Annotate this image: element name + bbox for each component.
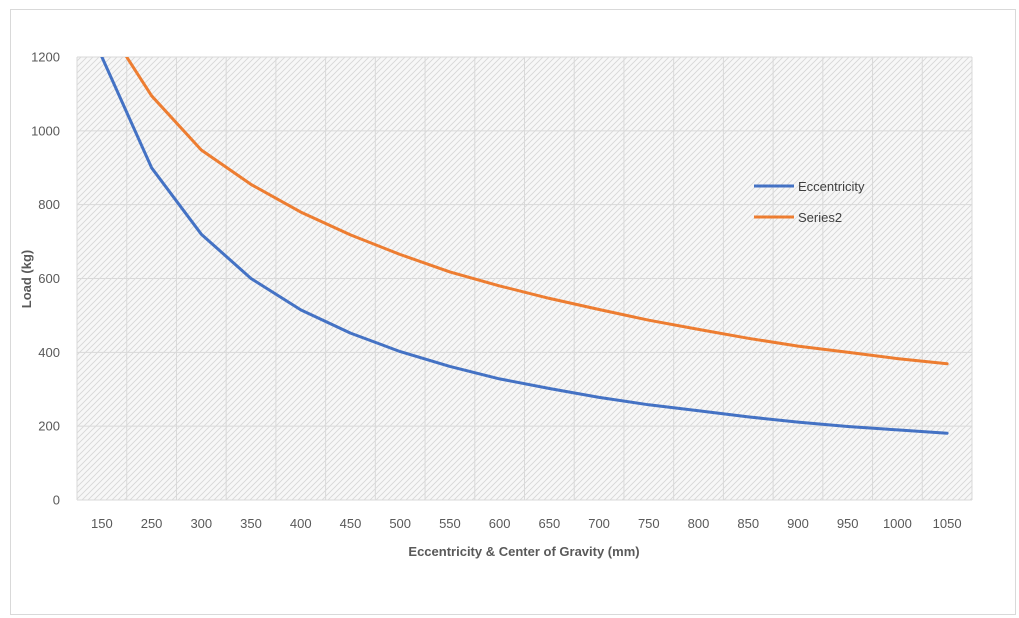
y-tick-label: 0: [53, 493, 60, 508]
y-tick-label: 400: [38, 345, 60, 360]
legend-label: Series2: [798, 210, 842, 225]
y-tick-label: 200: [38, 419, 60, 434]
x-tick-label: 600: [489, 516, 511, 531]
x-tick-label: 500: [389, 516, 411, 531]
x-tick-label: 900: [787, 516, 809, 531]
y-tick-label: 1200: [31, 50, 60, 65]
x-tick-label: 650: [539, 516, 561, 531]
x-tick-label: 850: [737, 516, 759, 531]
y-tick-label: 1000: [31, 123, 60, 138]
x-tick-label: 150: [91, 516, 113, 531]
series-line-series2: [125, 57, 949, 366]
y-tick-label: 800: [38, 197, 60, 212]
x-tick-label: 350: [240, 516, 262, 531]
x-tick-label: 700: [588, 516, 610, 531]
y-axis-title: Load (kg): [19, 250, 34, 309]
x-tick-label: 950: [837, 516, 859, 531]
x-tick-label: 450: [340, 516, 362, 531]
x-tick-label: 550: [439, 516, 461, 531]
x-tick-label: 300: [190, 516, 212, 531]
x-axis-title: Eccentricity & Center of Gravity (mm): [408, 544, 639, 559]
x-tick-label: 1050: [933, 516, 962, 531]
x-tick-label: 750: [638, 516, 660, 531]
legend-label: Eccentricity: [798, 179, 865, 194]
x-tick-label: 1000: [883, 516, 912, 531]
y-tick-label: 600: [38, 271, 60, 286]
x-tick-label: 800: [688, 516, 710, 531]
series-line-eccentricity: [100, 57, 949, 435]
x-tick-label: 400: [290, 516, 312, 531]
x-tick-label: 250: [141, 516, 163, 531]
